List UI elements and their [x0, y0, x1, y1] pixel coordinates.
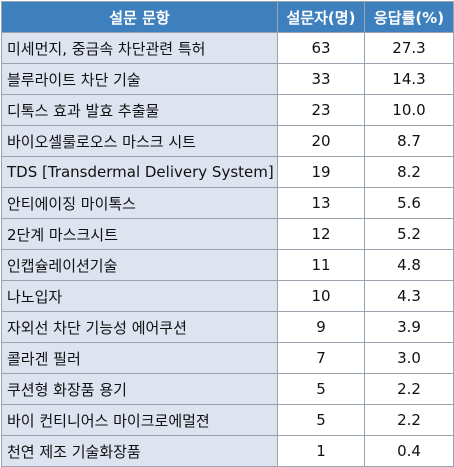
- row-rate: 10.0: [364, 94, 454, 126]
- row-respondents: 5: [277, 404, 365, 436]
- row-rate: 4.8: [364, 249, 454, 281]
- row-respondents: 19: [277, 156, 365, 188]
- row-item: 미세먼지, 중금속 차단관련 특허: [1, 32, 278, 64]
- row-item: TDS [Transdermal Delivery System]: [1, 156, 278, 188]
- table-row: 미세먼지, 중금속 차단관련 특허 63 27.3: [1, 32, 454, 64]
- row-respondents: 11: [277, 249, 365, 281]
- table-row: TDS [Transdermal Delivery System] 19 8.2: [1, 156, 454, 188]
- row-rate: 4.3: [364, 280, 454, 312]
- row-respondents: 13: [277, 187, 365, 219]
- table-row: 블루라이트 차단 기술 33 14.3: [1, 63, 454, 95]
- row-item: 콜라겐 필러: [1, 342, 278, 374]
- table-row: 2단계 마스크시트 12 5.2: [1, 218, 454, 250]
- row-rate: 0.4: [364, 435, 454, 467]
- table-body: 미세먼지, 중금속 차단관련 특허 63 27.3 블루라이트 차단 기술 33 14.3…: [1, 32, 454, 467]
- row-respondents: 5: [277, 373, 365, 405]
- table-row: 바이오셀룰로오스 마스크 시트 20 8.7: [1, 125, 454, 157]
- row-respondents: 7: [277, 342, 365, 374]
- row-rate: 2.2: [364, 373, 454, 405]
- table-row: 콜라겐 필러 7 3.0: [1, 342, 454, 374]
- row-rate: 5.6: [364, 187, 454, 219]
- table-row: 안티에이징 마이톡스 13 5.6: [1, 187, 454, 219]
- row-rate: 8.2: [364, 156, 454, 188]
- header-item: 설문 문항: [1, 1, 278, 33]
- row-item: 나노입자: [1, 280, 278, 312]
- row-respondents: 33: [277, 63, 365, 95]
- row-respondents: 23: [277, 94, 365, 126]
- row-respondents: 12: [277, 218, 365, 250]
- table-row: 쿠션형 화장품 용기 5 2.2: [1, 373, 454, 405]
- row-item: 안티에이징 마이톡스: [1, 187, 278, 219]
- row-rate: 14.3: [364, 63, 454, 95]
- row-rate: 5.2: [364, 218, 454, 250]
- header-respondents: 설문자(명): [277, 1, 365, 33]
- row-item: 블루라이트 차단 기술: [1, 63, 278, 95]
- table-row: 디톡스 효과 발효 추출물 23 10.0: [1, 94, 454, 126]
- table-row: 천연 제조 기술화장품 1 0.4: [1, 435, 454, 467]
- row-rate: 2.2: [364, 404, 454, 436]
- row-item: 인캡슐레이션기술: [1, 249, 278, 281]
- row-item: 디톡스 효과 발효 추출물: [1, 94, 278, 126]
- row-respondents: 10: [277, 280, 365, 312]
- row-rate: 3.0: [364, 342, 454, 374]
- row-item: 쿠션형 화장품 용기: [1, 373, 278, 405]
- row-rate: 27.3: [364, 32, 454, 64]
- row-respondents: 63: [277, 32, 365, 64]
- table-row: 인캡슐레이션기술 11 4.8: [1, 249, 454, 281]
- row-rate: 8.7: [364, 125, 454, 157]
- row-item: 2단계 마스크시트: [1, 218, 278, 250]
- row-respondents: 1: [277, 435, 365, 467]
- table-row: 바이 컨티니어스 마이크로에멀젼 5 2.2: [1, 404, 454, 436]
- row-rate: 3.9: [364, 311, 454, 343]
- row-respondents: 9: [277, 311, 365, 343]
- table-row: 자외선 차단 기능성 에어쿠션 9 3.9: [1, 311, 454, 343]
- row-item: 바이 컨티니어스 마이크로에멀젼: [1, 404, 278, 436]
- row-item: 자외선 차단 기능성 에어쿠션: [1, 311, 278, 343]
- header-rate: 응답률(%): [364, 1, 454, 33]
- row-item: 바이오셀룰로오스 마스크 시트: [1, 125, 278, 157]
- header-row: 설문 문항 설문자(명) 응답률(%): [1, 1, 454, 33]
- table-row: 나노입자 10 4.3: [1, 280, 454, 312]
- row-item: 천연 제조 기술화장품: [1, 435, 278, 467]
- row-respondents: 20: [277, 125, 365, 157]
